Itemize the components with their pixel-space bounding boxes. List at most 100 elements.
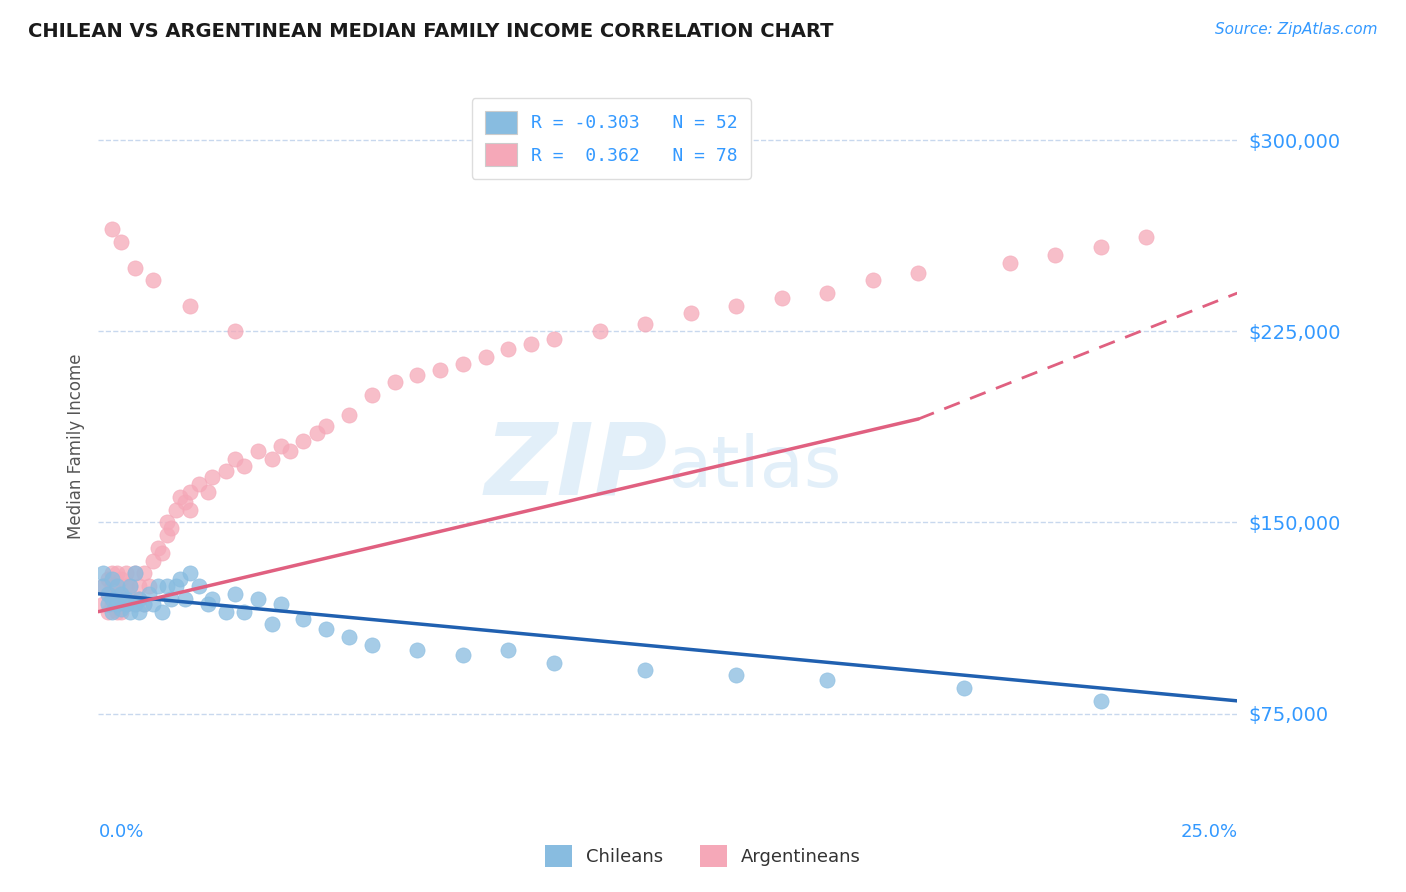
Point	[96, 587, 118, 601]
Point	[96, 572, 118, 586]
Point	[105, 597, 128, 611]
Point	[1043, 248, 1066, 262]
Point	[246, 591, 269, 606]
Point	[110, 572, 132, 586]
Point	[215, 605, 238, 619]
Legend: Chileans, Argentineans: Chileans, Argentineans	[537, 838, 869, 874]
Point	[160, 591, 183, 606]
Point	[292, 434, 315, 448]
Point	[96, 597, 118, 611]
Point	[128, 591, 150, 606]
Point	[124, 597, 146, 611]
Point	[474, 350, 496, 364]
Point	[142, 554, 165, 568]
Point	[187, 477, 209, 491]
Point	[101, 591, 124, 606]
Point	[406, 368, 429, 382]
Point	[110, 602, 132, 616]
Point	[105, 566, 128, 581]
Point	[110, 235, 132, 249]
Point	[114, 597, 136, 611]
Point	[128, 579, 150, 593]
Point	[451, 358, 474, 372]
Text: CHILEAN VS ARGENTINEAN MEDIAN FAMILY INCOME CORRELATION CHART: CHILEAN VS ARGENTINEAN MEDIAN FAMILY INC…	[28, 22, 834, 41]
Point	[105, 605, 128, 619]
Point	[110, 591, 132, 606]
Point	[337, 630, 360, 644]
Point	[770, 291, 793, 305]
Point	[224, 587, 246, 601]
Point	[201, 591, 224, 606]
Point	[498, 342, 520, 356]
Point	[156, 516, 179, 530]
Point	[105, 587, 128, 601]
Point	[101, 579, 124, 593]
Point	[146, 541, 169, 555]
Point	[120, 579, 142, 593]
Point	[128, 591, 150, 606]
Point	[1135, 230, 1157, 244]
Point	[201, 469, 224, 483]
Point	[150, 546, 173, 560]
Point	[179, 566, 201, 581]
Point	[679, 306, 702, 320]
Point	[246, 444, 269, 458]
Point	[260, 451, 283, 466]
Point	[543, 332, 565, 346]
Point	[91, 566, 114, 581]
Point	[142, 597, 165, 611]
Y-axis label: Median Family Income: Median Family Income	[66, 353, 84, 539]
Point	[101, 605, 124, 619]
Point	[101, 566, 124, 581]
Point	[169, 572, 191, 586]
Point	[138, 579, 160, 593]
Point	[270, 439, 292, 453]
Point	[101, 597, 124, 611]
Point	[91, 579, 114, 593]
Point	[124, 260, 146, 275]
Point	[360, 638, 382, 652]
Point	[1090, 694, 1112, 708]
Point	[128, 605, 150, 619]
Point	[96, 587, 118, 601]
Point	[498, 643, 520, 657]
Text: ZIP: ZIP	[485, 419, 668, 516]
Point	[132, 597, 155, 611]
Point	[114, 579, 136, 593]
Point	[224, 324, 246, 338]
Point	[169, 490, 191, 504]
Point	[91, 579, 114, 593]
Point	[120, 591, 142, 606]
Point	[588, 324, 610, 338]
Point	[270, 597, 292, 611]
Point	[315, 418, 337, 433]
Point	[120, 605, 142, 619]
Point	[634, 663, 657, 677]
Point	[197, 597, 219, 611]
Point	[187, 579, 209, 593]
Point	[91, 597, 114, 611]
Point	[215, 465, 238, 479]
Point	[384, 376, 406, 390]
Point	[179, 484, 201, 499]
Point	[260, 617, 283, 632]
Point	[165, 502, 187, 516]
Point	[451, 648, 474, 662]
Point	[520, 337, 543, 351]
Point	[101, 572, 124, 586]
Point	[114, 591, 136, 606]
Point	[315, 623, 337, 637]
Point	[105, 579, 128, 593]
Point	[124, 566, 146, 581]
Point	[132, 566, 155, 581]
Legend: R = -0.303   N = 52, R =  0.362   N = 78: R = -0.303 N = 52, R = 0.362 N = 78	[472, 98, 751, 179]
Point	[953, 681, 976, 695]
Point	[142, 273, 165, 287]
Point	[110, 587, 132, 601]
Point	[132, 597, 155, 611]
Point	[634, 317, 657, 331]
Text: Source: ZipAtlas.com: Source: ZipAtlas.com	[1215, 22, 1378, 37]
Text: 25.0%: 25.0%	[1180, 823, 1237, 841]
Point	[146, 579, 169, 593]
Point	[124, 597, 146, 611]
